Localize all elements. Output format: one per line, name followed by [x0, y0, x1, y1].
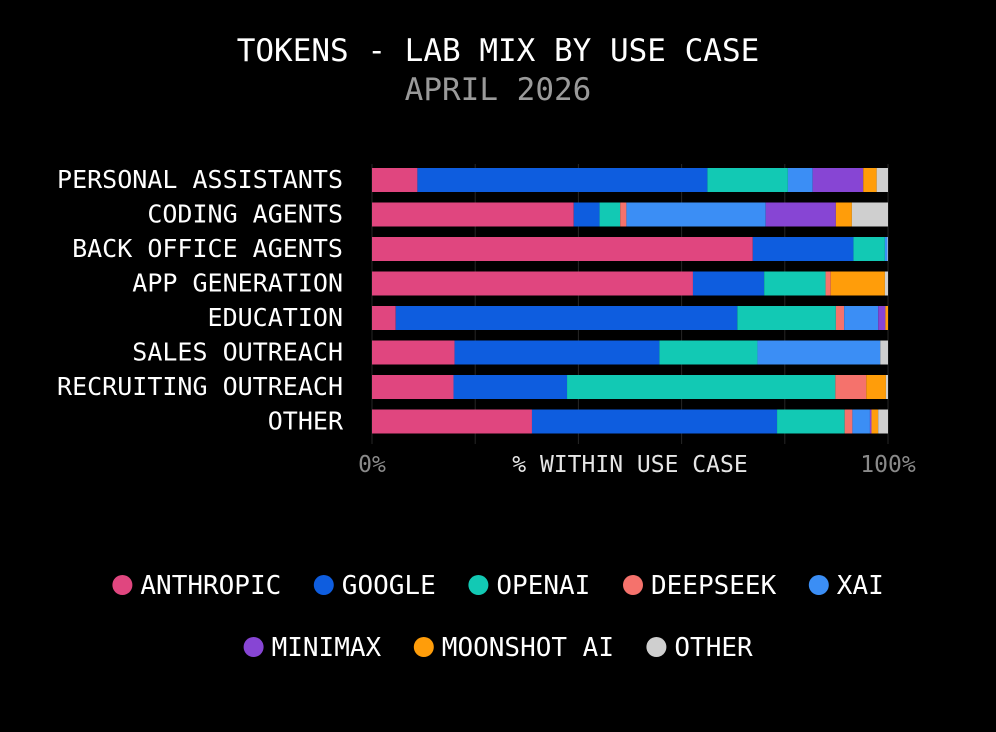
legend-label: MINIMAX — [272, 633, 382, 663]
bar-segment-openai — [567, 375, 836, 399]
bar-segment-openai — [764, 271, 826, 296]
bar-segment-xai — [844, 306, 879, 330]
bar-segment-deepseek — [620, 202, 627, 227]
bar-segment-deepseek — [844, 409, 853, 434]
bar-segment-google — [453, 375, 568, 399]
chart-subtitle: APRIL 2026 — [405, 72, 592, 108]
bar-segment-xai — [787, 168, 813, 192]
bar-segment-other — [878, 409, 888, 434]
category-label: APP GENERATION — [132, 269, 343, 298]
legend-swatch-anthropic — [112, 575, 133, 595]
legend-swatch-google — [313, 575, 334, 595]
category-label: RECRUITING OUTREACH — [57, 372, 343, 401]
legend-swatch-openai — [468, 575, 489, 595]
bar-segment-anthropic — [372, 202, 574, 227]
legend-label: OPENAI — [496, 571, 590, 601]
bar-segment-xai — [884, 237, 888, 261]
bar-segment-anthropic — [372, 237, 753, 261]
legend: ANTHROPIC GOOGLE OPENAI DEEPSEEK XAI MINIMAX M… — [112, 571, 884, 663]
legend-swatch-deepseek — [623, 575, 643, 595]
bar-segment-anthropic — [372, 306, 396, 330]
legend-swatch-moonshot-ai — [413, 637, 434, 657]
legend-swatch-minimax — [243, 637, 264, 657]
bar-segment-google — [417, 168, 708, 192]
bar-segment-minimax — [878, 306, 886, 330]
bar-segment-other — [887, 237, 888, 261]
category-label: PERSONAL ASSISTANTS — [57, 165, 343, 194]
x-tick-0: 0% — [358, 452, 386, 478]
bar-segment-moonshot-ai — [863, 168, 877, 192]
bar-segment-anthropic — [372, 375, 454, 399]
bar-segment-google — [752, 237, 854, 261]
legend-label: ANTHROPIC — [140, 571, 281, 601]
x-axis-label: % WITHIN USE CASE — [512, 452, 747, 478]
bar-segment-moonshot-ai — [830, 271, 885, 296]
category-label: BACK OFFICE AGENTS — [72, 234, 343, 263]
legend-label: GOOGLE — [342, 571, 436, 601]
bar-segment-moonshot-ai — [866, 375, 886, 399]
bar-segment-google — [395, 306, 738, 330]
bar-segment-google — [573, 202, 600, 227]
bar-segment-minimax — [812, 168, 864, 192]
x-tick-100: 100% — [860, 452, 916, 478]
category-labels: PERSONAL ASSISTANTS CODING AGENTS BACK OFF… — [57, 165, 344, 436]
category-label: OTHER — [268, 407, 344, 436]
bar-segment-xai — [852, 409, 870, 434]
legend-label: XAI — [837, 571, 884, 601]
bar-segment-openai — [707, 168, 788, 192]
category-label: CODING AGENTS — [147, 200, 343, 229]
bar-segment-moonshot-ai — [885, 306, 888, 330]
bars — [372, 168, 888, 434]
bar-segment-deepseek — [835, 306, 845, 330]
bar-segment-anthropic — [372, 168, 418, 192]
bar-segment-xai — [757, 340, 881, 365]
category-label: EDUCATION — [208, 303, 343, 332]
legend-label: DEEPSEEK — [651, 571, 777, 601]
bar-segment-google — [531, 409, 778, 434]
category-label: SALES OUTREACH — [132, 338, 343, 367]
legend-label: MOONSHOT AI — [442, 633, 614, 663]
bar-segment-deepseek — [825, 271, 831, 296]
bar-segment-xai — [626, 202, 766, 227]
bar-segment-moonshot-ai — [835, 202, 852, 227]
bar-segment-openai — [737, 306, 836, 330]
bar-segment-google — [454, 340, 660, 365]
bar-segment-openai — [853, 237, 885, 261]
bar-segment-minimax — [869, 409, 872, 434]
legend-label: OTHER — [674, 633, 753, 663]
bar-segment-other — [851, 202, 888, 227]
bar-segment-other — [885, 375, 888, 399]
bar-segment-openai — [777, 409, 845, 434]
bar-segment-other — [884, 271, 888, 296]
bar-segment-anthropic — [372, 409, 532, 434]
bar-segment-other — [880, 340, 888, 365]
bar-segment-other — [876, 168, 888, 192]
legend-swatch-xai — [808, 575, 829, 595]
bar-segment-anthropic — [372, 340, 455, 365]
bar-segment-openai — [599, 202, 621, 227]
bar-segment-deepseek — [835, 375, 867, 399]
bar-segment-google — [692, 271, 765, 296]
bar-segment-anthropic — [372, 271, 693, 296]
legend-swatch-other — [646, 637, 667, 657]
bar-segment-openai — [659, 340, 758, 365]
chart-title: TOKENS - LAB MIX BY USE CASE — [237, 33, 760, 69]
bar-segment-minimax — [765, 202, 836, 227]
bar-segment-moonshot-ai — [871, 409, 879, 434]
